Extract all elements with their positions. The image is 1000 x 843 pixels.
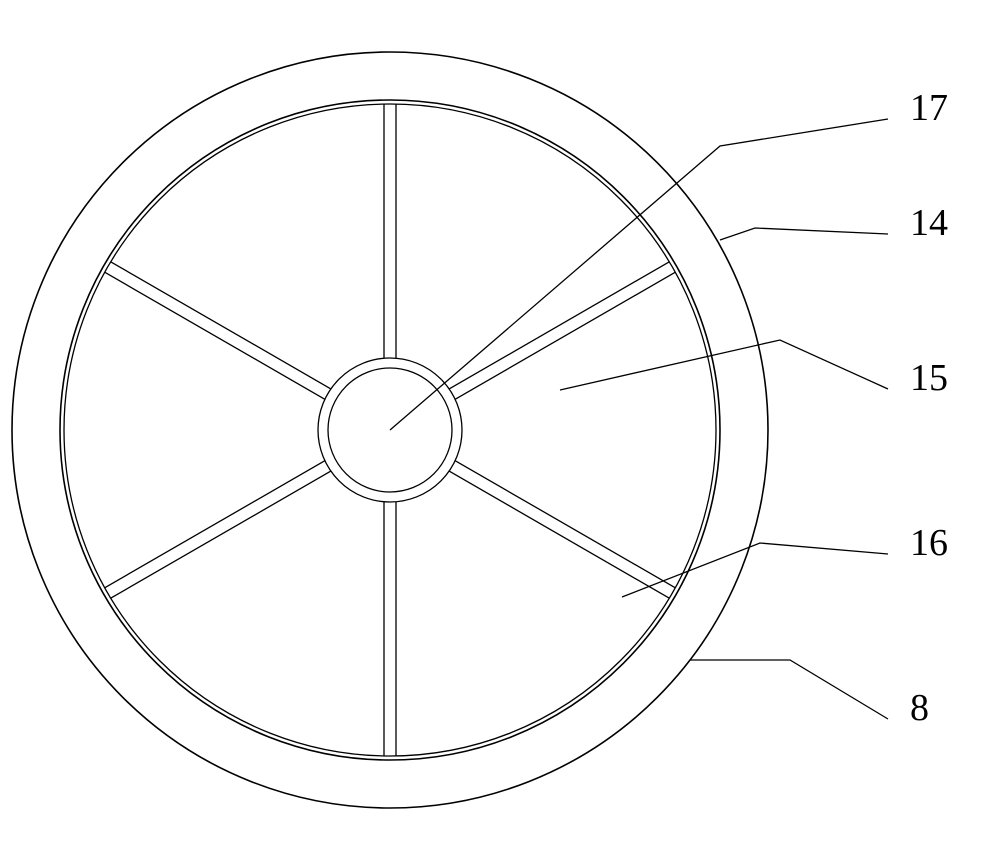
leader-line bbox=[390, 119, 888, 430]
callout-label: 15 bbox=[910, 357, 948, 399]
callout-label: 16 bbox=[910, 522, 948, 564]
leader-line bbox=[560, 340, 888, 390]
leader-line bbox=[720, 228, 888, 240]
callout-label: 8 bbox=[910, 687, 929, 729]
spoke bbox=[105, 262, 331, 399]
leader-line bbox=[690, 660, 888, 719]
spoke bbox=[384, 502, 396, 756]
callout-label: 14 bbox=[910, 202, 948, 244]
leader-line bbox=[622, 543, 888, 597]
spoke bbox=[384, 104, 396, 358]
spoke bbox=[449, 461, 675, 598]
spoke bbox=[105, 461, 331, 598]
callout-label: 17 bbox=[910, 87, 948, 129]
